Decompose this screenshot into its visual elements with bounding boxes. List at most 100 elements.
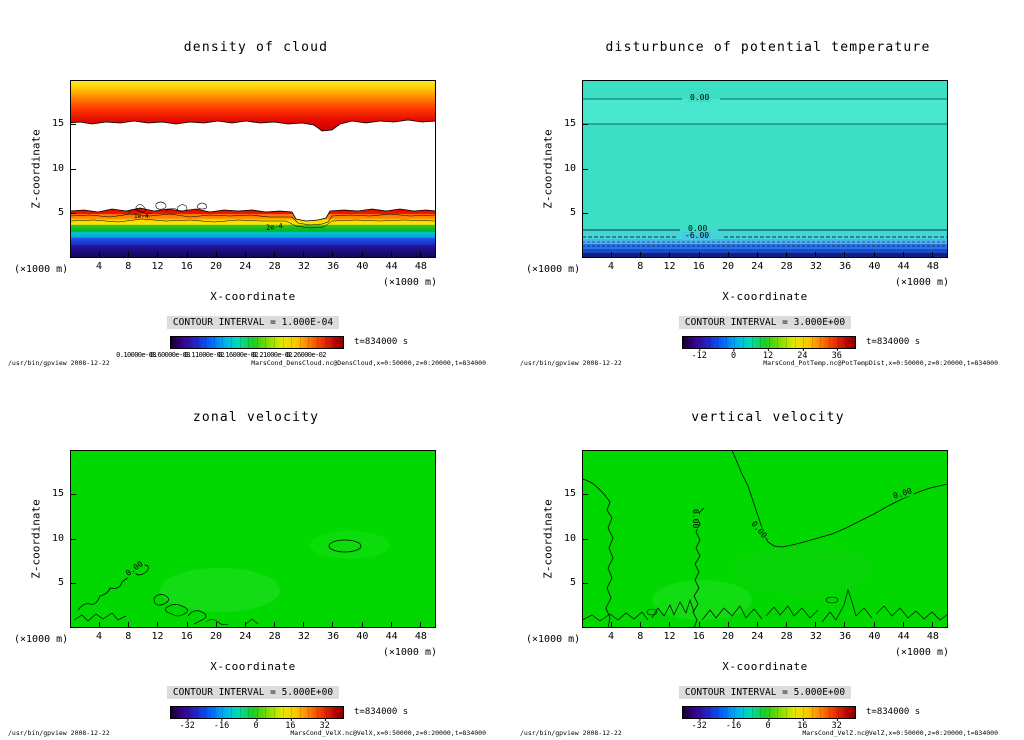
tick-mark: 5	[71, 583, 76, 584]
y-axis-unit: (×1000 m)	[14, 634, 69, 645]
tick-mark: 28	[274, 252, 276, 257]
tick-mark: 5	[583, 583, 588, 584]
x-axis-unit: (×1000 m)	[382, 647, 437, 658]
panel-title: zonal velocity	[192, 410, 320, 425]
y-tick-label: 15	[51, 488, 64, 499]
tick-mark: 40	[361, 622, 363, 627]
colorbar-tick-label: -12	[691, 348, 707, 361]
y-tick-labels: 15 10 5	[40, 488, 64, 589]
colorbar-tick-label: 0.10000e-03	[116, 351, 156, 359]
tick-mark: 10	[583, 168, 588, 170]
colorbar-tick-label: 0.21000e-02	[252, 351, 292, 359]
colorbar-tick-label: 0.60000e-03	[150, 351, 190, 359]
tick-mark: 24	[756, 252, 758, 257]
x-tick-label: 40	[356, 631, 369, 642]
y-tick-label: 10	[51, 162, 64, 174]
x-tick-label: 20	[210, 631, 223, 642]
colorbar-tick-label: 32	[831, 718, 842, 731]
tick-mark: 10	[71, 168, 76, 170]
tick-mark: 48	[931, 622, 933, 627]
colorbar-tick-label: -16	[213, 718, 230, 731]
x-tick-label: 12	[151, 631, 164, 642]
tick-mark: 36	[332, 622, 334, 627]
colorbar	[170, 706, 344, 719]
time-label: t=834000 s	[866, 707, 921, 717]
x-tick-label: 28	[268, 261, 281, 272]
x-tick-label: 48	[926, 261, 939, 272]
x-tick-label: 20	[722, 261, 735, 272]
panel-potential-temperature: disturbunce of potential temperature Z-c…	[512, 0, 1024, 370]
y-axis-unit: (×1000 m)	[526, 264, 581, 275]
tick-mark: 48	[419, 252, 421, 257]
panel-title: density of cloud	[183, 40, 329, 55]
x-tick-label: 40	[356, 261, 369, 272]
x-tick-label: 36	[839, 261, 852, 272]
tick-mark: 4	[99, 622, 100, 627]
x-tick-label: 48	[926, 631, 939, 642]
colorbar-tick-label: 0	[731, 348, 737, 361]
colorbar	[170, 336, 344, 349]
tick-mark: 24	[244, 622, 246, 627]
y-tick-label: 15	[51, 118, 64, 129]
tick-mark: 20	[215, 252, 217, 257]
pottemp-field-plot	[582, 80, 948, 258]
x-axis-unit: (×1000 m)	[382, 277, 437, 288]
colorbar-tick-label: -16	[725, 718, 742, 731]
tick-mark: 32	[303, 622, 305, 627]
y-tick-labels: 15 10 5	[40, 118, 64, 219]
y-axis-unit: (×1000 m)	[526, 634, 581, 645]
footer-file-info: MarsCond_VelX.nc@VelX,x=0:50000,z=0:2000…	[290, 729, 486, 737]
tick-mark: 12	[669, 622, 671, 627]
x-tick-label: 40	[868, 631, 881, 642]
x-tick-label: 36	[327, 261, 340, 272]
x-tick-label: 8	[125, 261, 132, 272]
colorbar-tick-label: 12	[762, 348, 774, 361]
y-tick-labels: 15 10 5	[552, 118, 576, 219]
colorbar-tick-label: -32	[179, 718, 195, 731]
footer-command: /usr/bin/gpview 2008-12-22	[8, 729, 110, 737]
x-axis-label: X-coordinate	[722, 290, 808, 303]
tick-mark: 20	[727, 622, 729, 627]
colorbar-tick-label: 16	[797, 718, 808, 731]
footer-command: /usr/bin/gpview 2008-12-22	[520, 359, 622, 367]
y-tick-labels: 15 10 5	[552, 488, 576, 589]
y-tick-label: 10	[51, 532, 64, 544]
tick-mark: 16	[698, 252, 700, 257]
tick-mark: 4	[99, 252, 100, 257]
x-axis-label: X-coordinate	[722, 660, 808, 673]
tick-mark: 12	[157, 622, 159, 627]
tick-mark: 32	[303, 252, 305, 257]
x-tick-label: 24	[239, 261, 252, 272]
x-tick-label: 4	[607, 261, 615, 272]
tick-mark: 12	[157, 252, 159, 257]
x-tick-label: 16	[692, 631, 705, 642]
x-tick-label: 12	[663, 261, 676, 272]
tick-mark: 24	[756, 622, 758, 627]
tick-mark: 40	[361, 252, 363, 257]
x-tick-label: 44	[897, 261, 910, 272]
colorbar-tick-label: 0.11000e-02	[184, 351, 224, 359]
x-tick-label: 12	[151, 261, 164, 272]
x-axis-unit: (×1000 m)	[894, 277, 949, 288]
tick-mark: 28	[786, 252, 788, 257]
tick-mark: 20	[215, 622, 217, 627]
tick-mark: 48	[419, 622, 421, 627]
x-tick-label: 32	[297, 261, 310, 272]
x-tick-labels: 4 8 12 16 20 24 28 32 36 40 44 48	[87, 631, 433, 643]
tick-mark: 15	[71, 124, 76, 125]
contour-label: -6.00	[683, 231, 712, 240]
panel-title: disturbunce of potential temperature	[605, 40, 931, 55]
time-label: t=834000 s	[354, 337, 409, 347]
x-tick-label: 20	[722, 631, 735, 642]
x-tick-label: 48	[414, 261, 427, 272]
colorbar-tick-label: 0.26000e-02	[286, 351, 326, 359]
colorbar-tick-label: 24	[797, 348, 808, 361]
tick-mark: 5	[583, 213, 588, 214]
y-axis-unit: (×1000 m)	[14, 264, 69, 275]
